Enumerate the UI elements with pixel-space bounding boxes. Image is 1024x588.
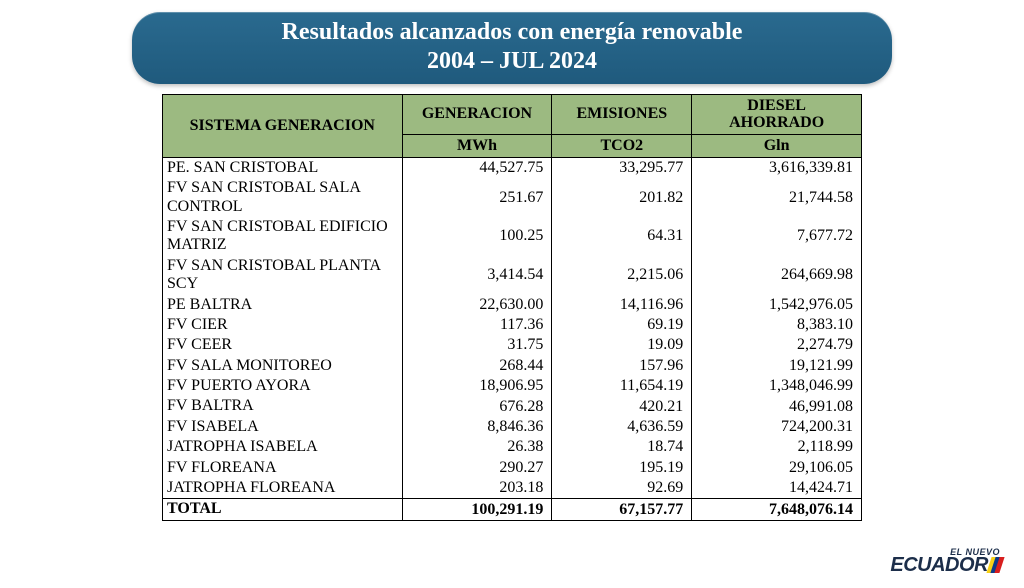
cell-diesel: 2,274.79 [692, 335, 862, 355]
cell-generation: 117.36 [402, 315, 552, 335]
table-row: FV FLOREANA290.27195.1929,106.05 [163, 458, 862, 478]
cell-total-diesel: 7,648,076.14 [692, 499, 862, 520]
logo-big-text: ECUADOR [890, 554, 988, 576]
table-row: FV SAN CRISTOBAL PLANTA SCY3,414.542,215… [163, 256, 862, 295]
cell-system: FV PUERTO AYORA [163, 376, 403, 396]
cell-system: FV SAN CRISTOBAL EDIFICIO MATRIZ [163, 217, 403, 256]
cell-emissions: 195.19 [552, 458, 692, 478]
cell-emissions: 33,295.77 [552, 157, 692, 178]
th-unit-gln: Gln [692, 134, 862, 157]
cell-generation: 100.25 [402, 217, 552, 256]
cell-diesel: 29,106.05 [692, 458, 862, 478]
table-row: FV CEER31.7519.092,274.79 [163, 335, 862, 355]
table-row: FV SAN CRISTOBAL SALA CONTROL251.67201.8… [163, 178, 862, 217]
title-line-1: Resultados alcanzados con energía renova… [152, 18, 872, 47]
cell-emissions: 64.31 [552, 217, 692, 256]
cell-generation: 3,414.54 [402, 256, 552, 295]
results-table: SISTEMA GENERACION GENERACION EMISIONES … [162, 94, 862, 521]
th-emissions: EMISIONES [552, 94, 692, 134]
cell-diesel: 1,542,976.05 [692, 295, 862, 315]
table-row: PE. SAN CRISTOBAL44,527.7533,295.773,616… [163, 157, 862, 178]
table-row: FV SAN CRISTOBAL EDIFICIO MATRIZ100.2564… [163, 217, 862, 256]
cell-diesel: 7,677.72 [692, 217, 862, 256]
cell-system: FV CIER [163, 315, 403, 335]
table-row: JATROPHA ISABELA26.3818.742,118.99 [163, 437, 862, 457]
cell-total-generation: 100,291.19 [402, 499, 552, 520]
cell-diesel: 3,616,339.81 [692, 157, 862, 178]
cell-generation: 8,846.36 [402, 417, 552, 437]
cell-diesel: 8,383.10 [692, 315, 862, 335]
cell-generation: 22,630.00 [402, 295, 552, 315]
cell-diesel: 2,118.99 [692, 437, 862, 457]
cell-generation: 268.44 [402, 356, 552, 376]
table-row: JATROPHA FLOREANA203.1892.6914,424.71 [163, 478, 862, 499]
table-row: FV ISABELA8,846.364,636.59724,200.31 [163, 417, 862, 437]
cell-generation: 290.27 [402, 458, 552, 478]
cell-emissions: 2,215.06 [552, 256, 692, 295]
table-row-total: TOTAL100,291.1967,157.777,648,076.14 [163, 499, 862, 520]
cell-generation: 251.67 [402, 178, 552, 217]
cell-total-label: TOTAL [163, 499, 403, 520]
table-row: FV SALA MONITOREO268.44157.9619,121.99 [163, 356, 862, 376]
cell-diesel: 21,744.58 [692, 178, 862, 217]
cell-generation: 26.38 [402, 437, 552, 457]
table-row: PE BALTRA22,630.0014,116.961,542,976.05 [163, 295, 862, 315]
cell-emissions: 4,636.59 [552, 417, 692, 437]
cell-emissions: 201.82 [552, 178, 692, 217]
cell-emissions: 69.19 [552, 315, 692, 335]
cell-emissions: 11,654.19 [552, 376, 692, 396]
cell-diesel: 46,991.08 [692, 396, 862, 416]
th-generation: GENERACION [402, 94, 552, 134]
results-table-wrap: SISTEMA GENERACION GENERACION EMISIONES … [162, 94, 862, 521]
cell-generation: 31.75 [402, 335, 552, 355]
cell-diesel: 264,669.98 [692, 256, 862, 295]
th-unit-tco2: TCO2 [552, 134, 692, 157]
cell-diesel: 1,348,046.99 [692, 376, 862, 396]
cell-system: FV BALTRA [163, 396, 403, 416]
cell-generation: 18,906.95 [402, 376, 552, 396]
cell-system: JATROPHA FLOREANA [163, 478, 403, 499]
cell-system: FV SAN CRISTOBAL PLANTA SCY [163, 256, 403, 295]
cell-system: PE. SAN CRISTOBAL [163, 157, 403, 178]
table-row: FV BALTRA676.28420.2146,991.08 [163, 396, 862, 416]
cell-emissions: 14,116.96 [552, 295, 692, 315]
cell-system: FV ISABELA [163, 417, 403, 437]
cell-generation: 203.18 [402, 478, 552, 499]
th-diesel-b: AHORRADO [729, 114, 824, 131]
table-row: FV PUERTO AYORA18,906.9511,654.191,348,0… [163, 376, 862, 396]
flag-stripes-icon [990, 557, 1002, 576]
cell-diesel: 14,424.71 [692, 478, 862, 499]
cell-system: FV FLOREANA [163, 458, 403, 478]
table-body: PE. SAN CRISTOBAL44,527.7533,295.773,616… [163, 157, 862, 520]
title-line-2: 2004 – JUL 2024 [152, 47, 872, 76]
cell-generation: 676.28 [402, 396, 552, 416]
cell-system: FV SALA MONITOREO [163, 356, 403, 376]
th-diesel: DIESEL AHORRADO [692, 94, 862, 134]
title-banner: Resultados alcanzados con energía renova… [132, 12, 892, 84]
th-system: SISTEMA GENERACION [163, 94, 403, 157]
cell-generation: 44,527.75 [402, 157, 552, 178]
cell-emissions: 92.69 [552, 478, 692, 499]
cell-emissions: 18.74 [552, 437, 692, 457]
table-row: FV CIER117.3669.198,383.10 [163, 315, 862, 335]
th-diesel-a: DIESEL [747, 97, 806, 114]
cell-system: FV CEER [163, 335, 403, 355]
cell-diesel: 19,121.99 [692, 356, 862, 376]
cell-emissions: 420.21 [552, 396, 692, 416]
cell-total-emissions: 67,157.77 [552, 499, 692, 520]
cell-system: JATROPHA ISABELA [163, 437, 403, 457]
cell-emissions: 19.09 [552, 335, 692, 355]
th-unit-mwh: MWh [402, 134, 552, 157]
cell-system: FV SAN CRISTOBAL SALA CONTROL [163, 178, 403, 217]
cell-system: PE BALTRA [163, 295, 403, 315]
cell-diesel: 724,200.31 [692, 417, 862, 437]
ecuador-logo: EL NUEVO ECUADOR [890, 548, 1002, 576]
cell-emissions: 157.96 [552, 356, 692, 376]
